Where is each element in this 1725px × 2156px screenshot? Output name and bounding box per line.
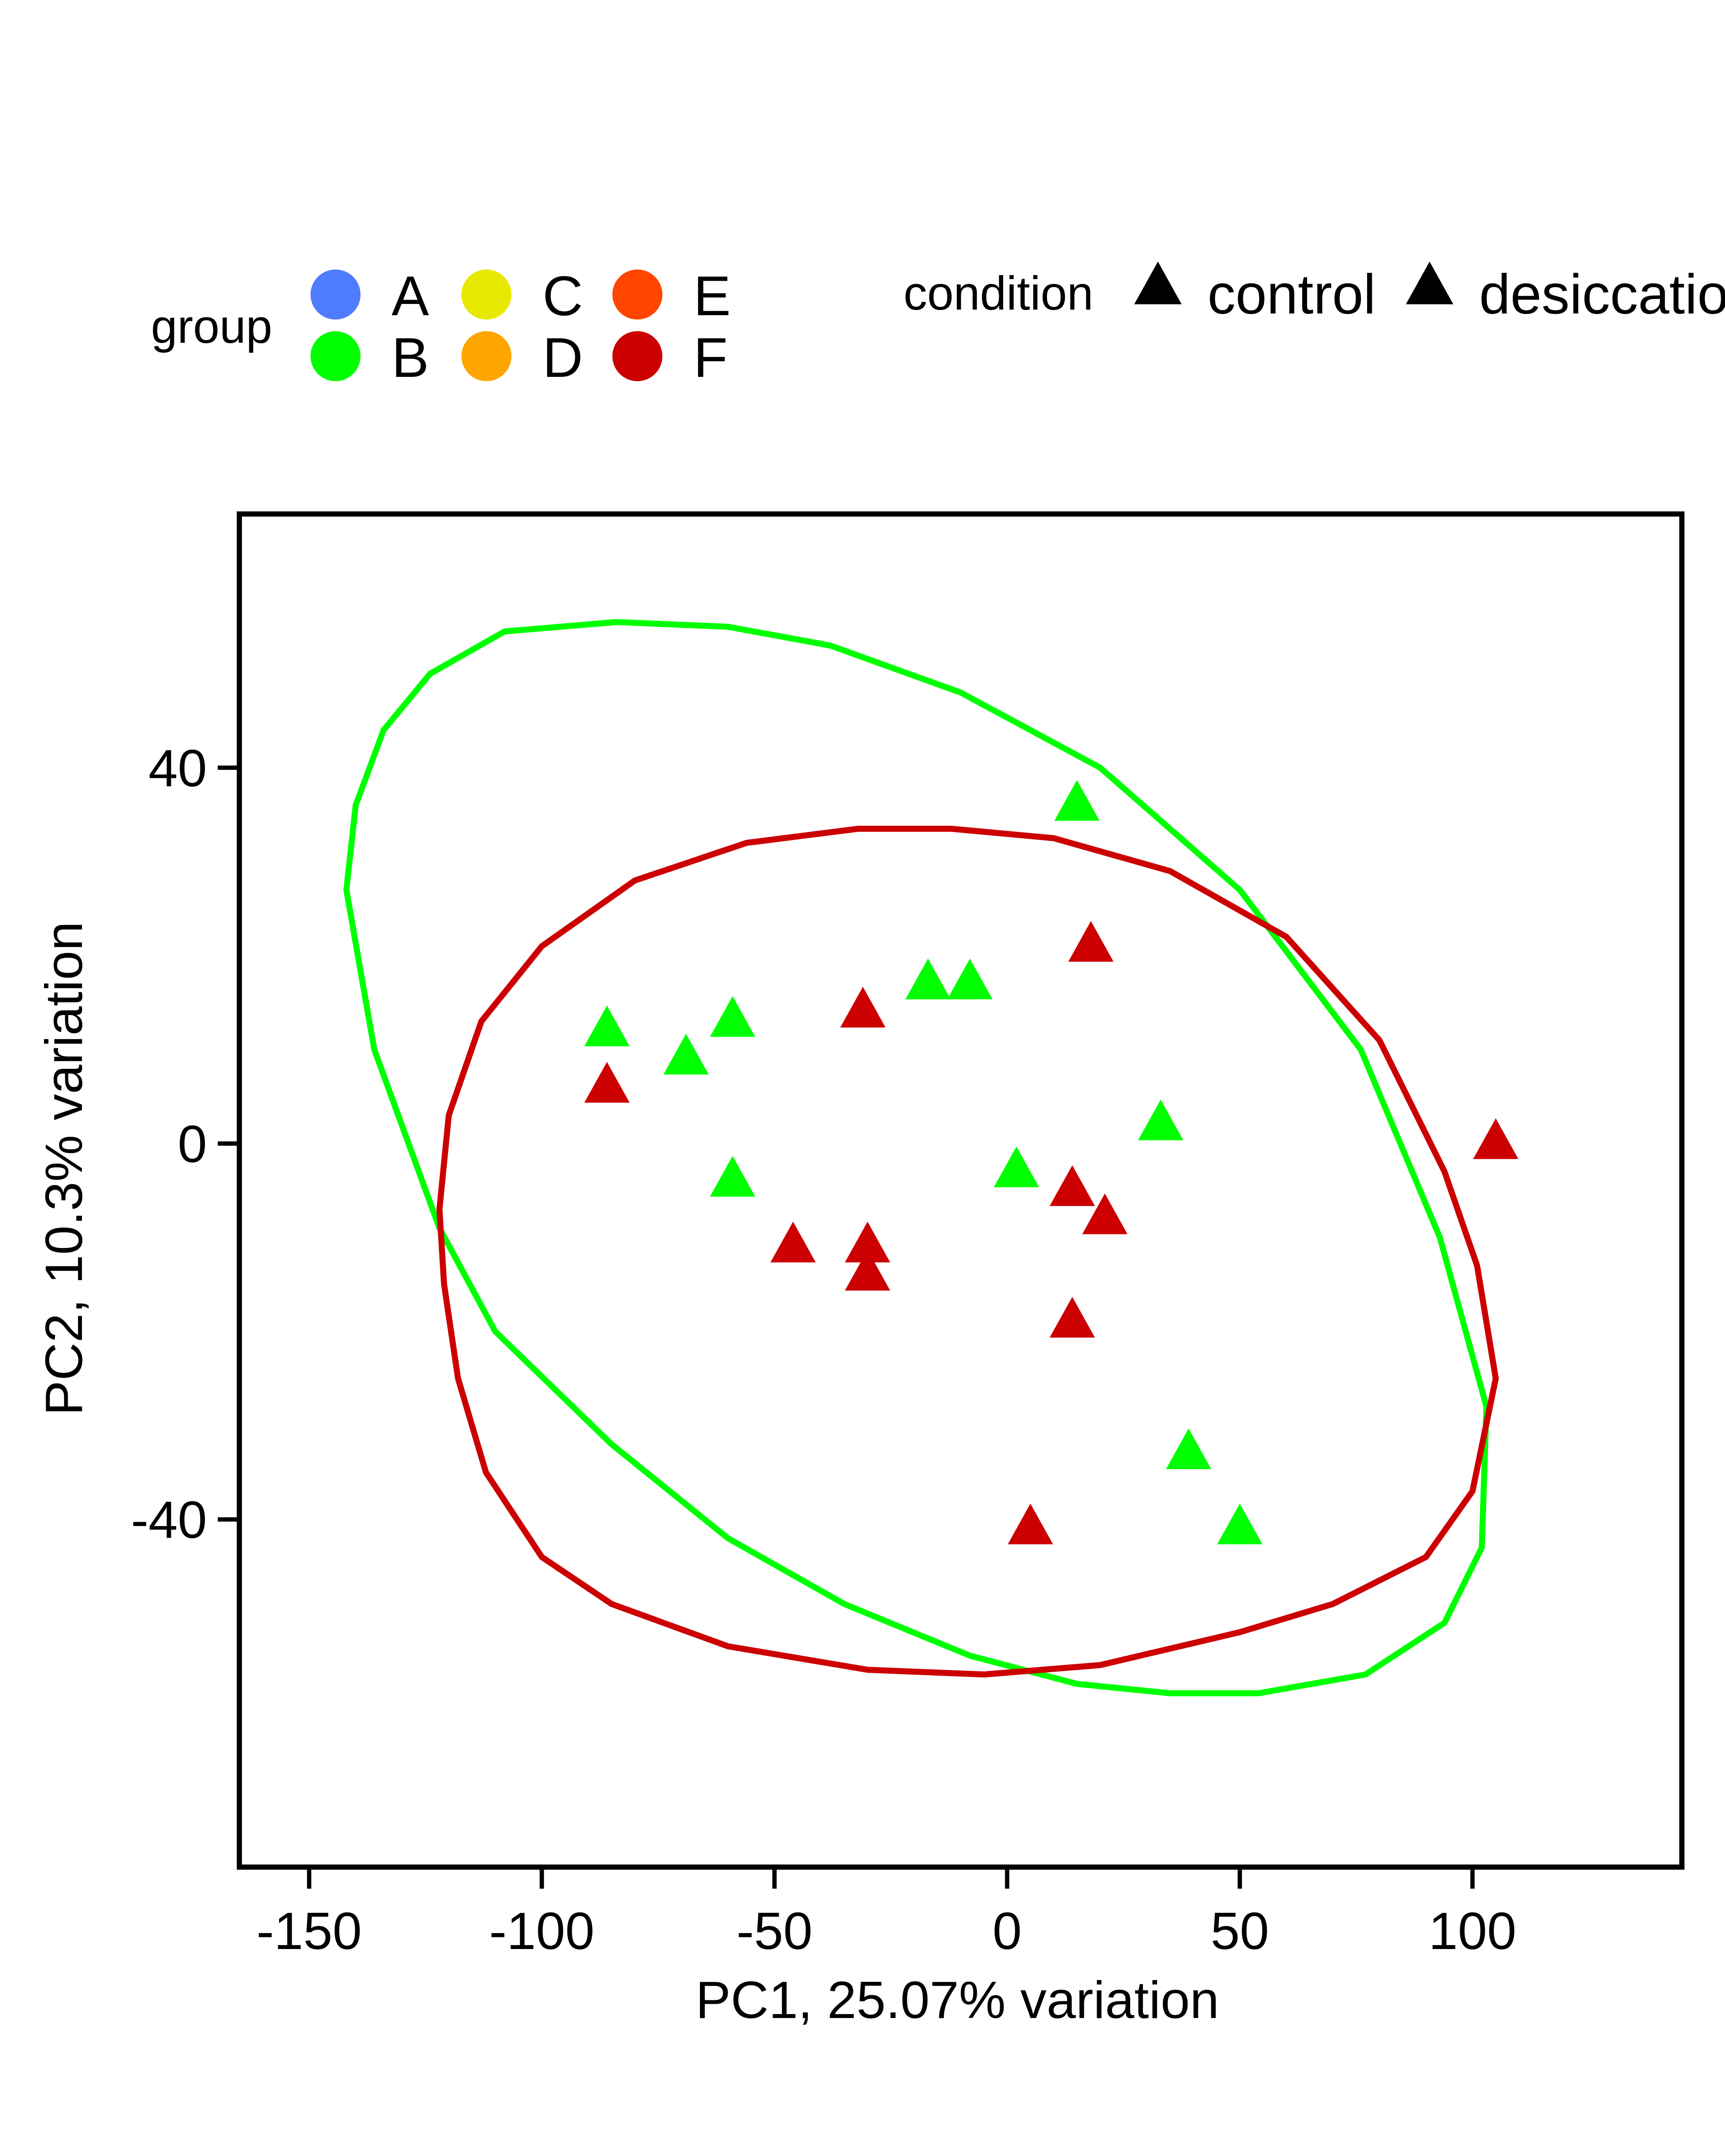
point-group-B [947, 958, 993, 1000]
legend-condition-shape [1134, 261, 1182, 304]
point-group-B [994, 1146, 1039, 1188]
legend-label-E: E [693, 264, 731, 327]
y-tick-label: -40 [131, 1491, 207, 1549]
point-group-F [1082, 1193, 1128, 1235]
x-tick-label: -100 [489, 1902, 594, 1960]
y-axis-label: PC2, 10.3% variation [34, 921, 93, 1416]
point-group-B [1166, 1428, 1211, 1470]
point-group-B [1138, 1099, 1183, 1141]
legend-condition-label: desiccatio [1479, 263, 1725, 326]
legend-swatch-D [461, 331, 511, 381]
point-group-F [845, 1222, 891, 1263]
ellipse-group-B [343, 619, 1490, 1696]
legend-label-F: F [693, 326, 728, 389]
x-axis: -150 -100 -50 0 50 100 [257, 1867, 1516, 1960]
data-points [584, 780, 1518, 1545]
legend-group-title: group [151, 300, 272, 353]
point-group-B [584, 1005, 630, 1047]
legend-label-A: A [392, 264, 429, 327]
x-tick-label: 50 [1211, 1902, 1269, 1960]
legend-condition-title: condition [903, 267, 1093, 320]
legend-label-D: D [543, 326, 583, 389]
legend-label-C: C [543, 264, 583, 327]
legend-swatch-F [612, 331, 662, 381]
x-tick-label: -50 [737, 1902, 812, 1960]
point-group-F [1049, 1165, 1095, 1206]
ellipse-group-F [436, 826, 1499, 1678]
x-tick-label: -150 [257, 1902, 362, 1960]
point-group-B [663, 1034, 709, 1075]
point-group-F [840, 987, 886, 1028]
y-tick-label: 0 [178, 1115, 207, 1173]
legend-swatch-B [310, 331, 361, 381]
legend: group AB CD EF condition control desiccatio [151, 261, 1725, 389]
x-tick-label: 100 [1429, 1902, 1517, 1960]
legend-swatch-A [310, 270, 361, 320]
x-tick-label: 0 [992, 1902, 1022, 1960]
confidence-ellipses [343, 619, 1499, 1696]
point-group-F [1473, 1118, 1518, 1159]
point-group-F [1049, 1297, 1095, 1338]
legend-condition-shape [1406, 261, 1453, 304]
y-tick-label: 40 [148, 739, 207, 797]
x-axis-label: PC1, 25.07% variation [696, 1971, 1219, 2029]
point-group-B [710, 1156, 756, 1197]
y-axis: 40 0 -40 [131, 739, 239, 1549]
point-group-F [1007, 1503, 1053, 1545]
point-group-B [1054, 780, 1100, 821]
legend-swatch-C [461, 270, 511, 320]
legend-condition-keys: control desiccatio [1134, 261, 1725, 326]
point-group-B [905, 958, 951, 1000]
legend-group-keys: AB CD EF [310, 264, 731, 389]
point-group-F [584, 1062, 630, 1103]
legend-condition-label: control [1208, 263, 1376, 326]
legend-label-B: B [392, 326, 429, 389]
point-group-F [1068, 921, 1114, 962]
plot-frame [237, 511, 1684, 1870]
point-group-F [770, 1222, 816, 1263]
legend-swatch-E [612, 270, 662, 320]
point-group-B [710, 996, 756, 1037]
plot-area [237, 511, 1684, 1870]
point-group-F [845, 1250, 891, 1291]
point-group-B [1217, 1503, 1263, 1545]
